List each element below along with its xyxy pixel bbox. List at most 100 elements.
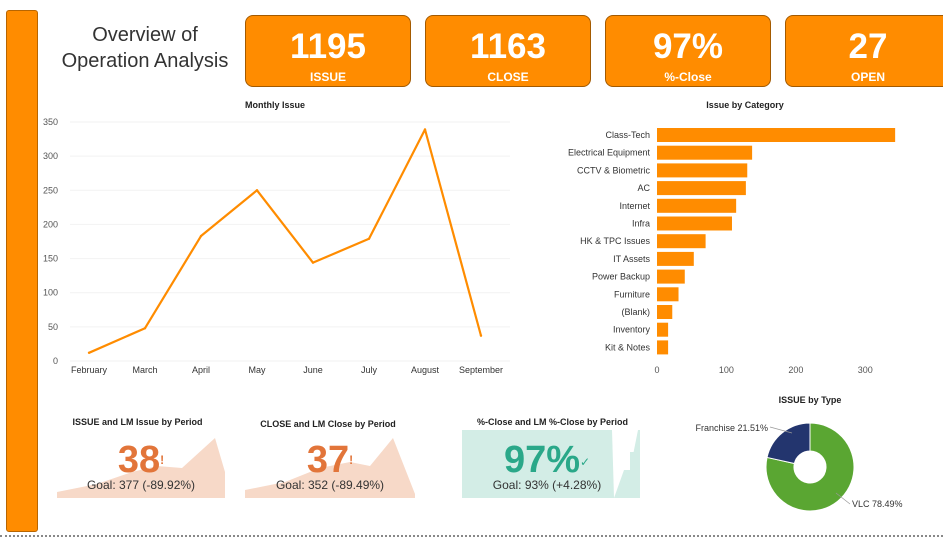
x-tick-label: June — [303, 365, 323, 375]
monthly-issue-series-line — [88, 128, 483, 354]
data-point — [199, 234, 203, 238]
kpi-card-issue[interactable]: 1195 ISSUE — [245, 15, 411, 87]
x-tick-label: 200 — [788, 365, 803, 375]
card-close-sparkline — [245, 438, 415, 498]
data-point — [423, 128, 427, 131]
card-issue-sparkline — [57, 438, 225, 498]
y-tick-label: 300 — [43, 151, 58, 161]
y-tick-label: 100 — [43, 288, 58, 298]
x-tick-label: 100 — [719, 365, 734, 375]
category-label: AC — [637, 183, 650, 193]
category-bar — [657, 234, 706, 249]
card-close-title: CLOSE and LM Close by Period — [260, 419, 396, 429]
y-tick-label: 150 — [43, 254, 58, 264]
category-bar — [657, 340, 669, 355]
kpi-card-open[interactable]: 27 OPEN — [785, 15, 943, 87]
category-bar — [657, 269, 685, 284]
x-tick-label: March — [132, 365, 157, 375]
card-percent-close-goal: Goal: 93% (+4.28%) — [492, 478, 602, 492]
card-issue-title: ISSUE and LM Issue by Period — [72, 417, 203, 427]
line-chart-title: Monthly Issue — [244, 100, 305, 110]
kpi-open-label: OPEN — [850, 70, 885, 84]
slice-label: Franchise 21.51% — [695, 423, 768, 433]
category-label: Class-Tech — [605, 130, 650, 140]
page-title-line: Overview of — [92, 24, 198, 46]
y-tick-label: 350 — [43, 117, 58, 127]
y-tick-label: 0 — [53, 356, 58, 366]
category-bar — [657, 322, 669, 337]
issue-by-category-bar-chart[interactable]: 0 100 200 300 Class-Tech Electrical Equipment… — [540, 112, 940, 382]
x-tick-label: September — [459, 365, 503, 375]
data-point — [479, 334, 483, 337]
data-point — [87, 351, 91, 355]
kpi-close-label: CLOSE — [487, 70, 529, 84]
x-tick-label: 0 — [654, 365, 659, 375]
kpi-percent-close-value: 97% — [652, 27, 724, 66]
category-label: Electrical Equipment — [568, 148, 651, 158]
kpi-issue-value: 1195 — [290, 27, 366, 66]
y-tick-label: 250 — [43, 185, 58, 195]
bar-chart-title: Issue by Category — [706, 100, 784, 110]
category-bar — [657, 145, 753, 160]
page-title: Overview of Operation Analysis — [50, 22, 240, 74]
donut-chart-title: ISSUE by Type — [778, 395, 842, 405]
kpi-percent-close-label: %-Close — [664, 70, 712, 84]
kpi-issue-label: ISSUE — [309, 70, 346, 84]
card-percent-close-title: %-Close and LM %-Close by Period — [476, 417, 629, 427]
category-label: (Blank) — [621, 307, 650, 317]
data-point — [367, 237, 371, 240]
donut-slice — [766, 422, 811, 465]
kpi-open-value: 27 — [848, 27, 888, 66]
category-label: Infra — [632, 219, 650, 229]
y-tick-label: 50 — [48, 322, 58, 332]
x-tick-label: 300 — [858, 365, 873, 375]
kpi-card-close[interactable]: 1163 CLOSE — [425, 15, 591, 87]
y-tick-label: 200 — [43, 219, 58, 229]
category-bar — [657, 251, 694, 266]
card-issue-value-wrap: 38! — [57, 440, 225, 480]
card-close-value: 37 — [306, 439, 350, 481]
category-bar — [657, 128, 896, 142]
x-tick-label: April — [192, 365, 210, 375]
page-title-line: Operation Analysis — [61, 50, 229, 72]
donut-slice — [765, 422, 855, 512]
issue-by-type-donut-chart[interactable]: VLC 78.49% Franchise 21.51% — [690, 405, 920, 523]
category-label: Internet — [619, 201, 650, 211]
card-percent-close-value: 97% — [503, 439, 580, 481]
card-percent-close-sparkline — [462, 430, 640, 498]
category-bar — [657, 198, 737, 213]
card-percent-close-check-icon: ✓ — [580, 454, 591, 469]
card-percent-close-value-wrap: 97%✓ — [462, 440, 632, 482]
x-tick-label: July — [361, 365, 378, 375]
x-tick-label: August — [411, 365, 440, 375]
card-issue-value: 38 — [117, 439, 161, 481]
category-bar — [657, 287, 679, 302]
category-label: Power Backup — [592, 272, 650, 282]
monthly-issue-line-chart[interactable]: 0 50 100 150 200 250 300 350 February March April M… — [40, 112, 520, 382]
x-tick-label: February — [71, 365, 108, 375]
data-point — [255, 189, 259, 192]
category-label: IT Assets — [613, 254, 650, 264]
card-close-warning-icon: ! — [349, 453, 354, 467]
category-label: Furniture — [614, 289, 650, 299]
data-point — [311, 261, 315, 264]
label-leader-line — [835, 492, 851, 505]
label-leader-line — [769, 426, 793, 434]
category-bar — [657, 163, 748, 178]
kpi-card-percent-close[interactable]: 97% %-Close — [605, 15, 771, 87]
category-bar — [657, 305, 673, 319]
category-bar — [657, 181, 746, 196]
card-close-value-wrap: 37! — [245, 440, 415, 480]
bottom-dotted-border — [0, 535, 943, 537]
x-tick-label: May — [248, 365, 266, 375]
side-accent-bar — [6, 10, 38, 532]
data-point — [143, 327, 147, 330]
category-label: Kit & Notes — [605, 342, 651, 352]
category-label: CCTV & Biometric — [577, 165, 651, 175]
kpi-close-value: 1163 — [470, 27, 546, 66]
card-issue-goal: Goal: 377 (-89.92%) — [86, 478, 196, 492]
card-issue-warning-icon: ! — [160, 453, 165, 467]
category-bar — [657, 216, 732, 231]
category-label: Inventory — [613, 325, 651, 335]
card-close-goal: Goal: 352 (-89.49%) — [275, 478, 385, 492]
